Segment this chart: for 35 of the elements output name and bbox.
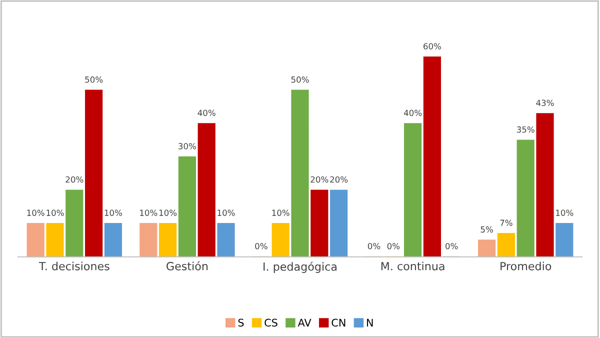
data-label: 7%	[500, 220, 512, 226]
data-label: 10%	[27, 210, 44, 216]
data-label: 20%	[310, 176, 328, 183]
data-label: 40%	[198, 110, 216, 116]
data-label: 0%	[387, 242, 400, 250]
x-tick-label: I. pedagógica	[264, 262, 336, 273]
data-label: 10%	[218, 210, 235, 216]
data-label: 10%	[272, 210, 290, 216]
x-tick-label: Gestión	[166, 261, 208, 270]
x-tick-label: M. continua	[381, 262, 444, 270]
data-label: 40%	[404, 110, 422, 116]
data-label: 50%	[291, 76, 309, 83]
data-label: 10%	[159, 210, 177, 216]
data-label: 60%	[424, 43, 442, 50]
data-label: 20%	[330, 176, 348, 183]
data-label: 30%	[178, 143, 196, 150]
data-label: 10%	[140, 210, 158, 216]
data-label: 50%	[85, 76, 103, 83]
data-label: 10%	[104, 210, 122, 216]
data-label: 20%	[66, 176, 84, 183]
data-label: 0%	[446, 242, 458, 250]
legend-label: CN	[332, 318, 346, 327]
data-label: 43%	[536, 100, 554, 106]
legend-label: AV	[298, 318, 312, 326]
data-label: 10%	[556, 210, 574, 216]
data-label: 10%	[46, 210, 64, 216]
legend-label: CS	[264, 318, 278, 327]
data-label: 5%	[480, 226, 493, 233]
legend-label: N	[367, 318, 373, 326]
legend-label: S	[238, 318, 244, 327]
data-label: 0%	[368, 242, 380, 250]
x-tick-label: Promedio	[500, 262, 552, 270]
x-tick-label: T. decisiones	[38, 262, 110, 270]
data-label: 0%	[255, 242, 268, 250]
data-label: 35%	[516, 126, 534, 133]
